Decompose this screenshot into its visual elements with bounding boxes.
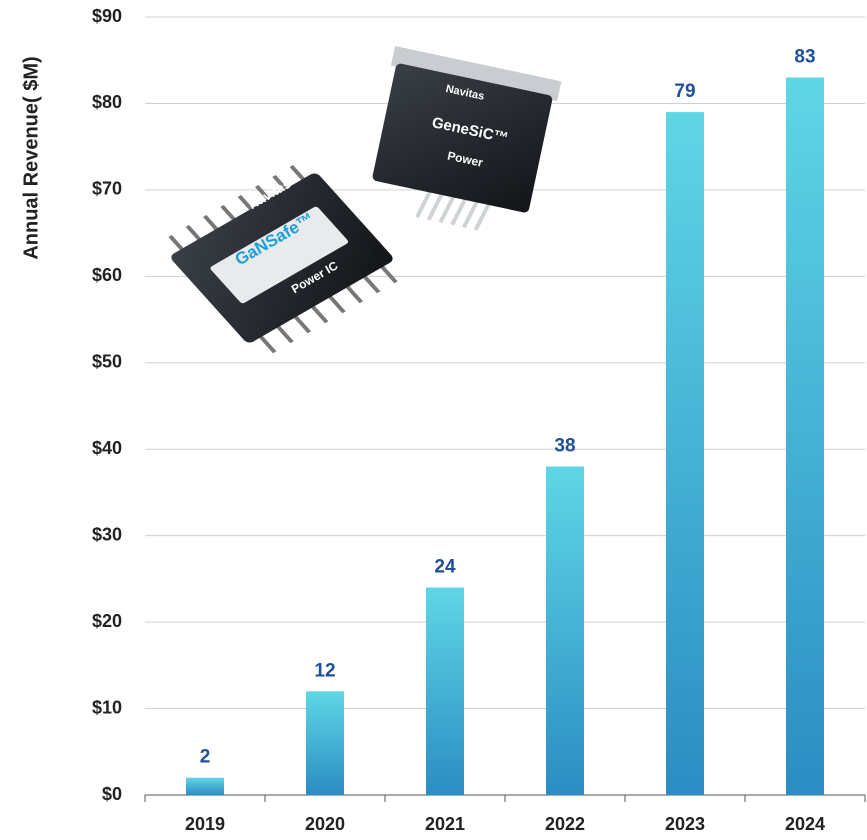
x-tick-label: 2020 xyxy=(305,814,345,834)
bar xyxy=(306,691,344,795)
bar xyxy=(186,777,224,795)
y-tick-label: $20 xyxy=(92,611,122,631)
x-tick-label: 2024 xyxy=(785,814,825,834)
value-label: 12 xyxy=(314,660,335,681)
y-tick-label: $10 xyxy=(92,697,122,717)
y-tick-label: $90 xyxy=(92,6,122,26)
genesic-chip xyxy=(372,46,562,231)
value-label: 2 xyxy=(200,747,211,768)
y-tick-label: $80 xyxy=(92,92,122,112)
x-tick-label: 2021 xyxy=(425,814,465,834)
y-tick-label: $70 xyxy=(92,179,122,199)
y-tick-label: $50 xyxy=(92,352,122,372)
bar xyxy=(666,112,704,796)
y-tick-label: $40 xyxy=(92,438,122,458)
x-tick-label: 2022 xyxy=(545,814,585,834)
gansafe-chip xyxy=(168,165,398,354)
x-tick-label: 2019 xyxy=(185,814,225,834)
x-tick-label: 2023 xyxy=(665,814,705,834)
value-label: 79 xyxy=(674,81,695,102)
bar xyxy=(546,466,584,795)
y-tick-label: $60 xyxy=(92,265,122,285)
value-label: 83 xyxy=(794,47,815,68)
y-tick-label: $0 xyxy=(102,784,122,804)
value-label: 24 xyxy=(434,557,456,578)
bar xyxy=(426,587,464,795)
value-label: 38 xyxy=(554,436,575,457)
bar xyxy=(786,77,824,795)
y-tick-label: $30 xyxy=(92,524,122,544)
y-axis-title: Annual Revenue( $M) xyxy=(20,56,42,259)
